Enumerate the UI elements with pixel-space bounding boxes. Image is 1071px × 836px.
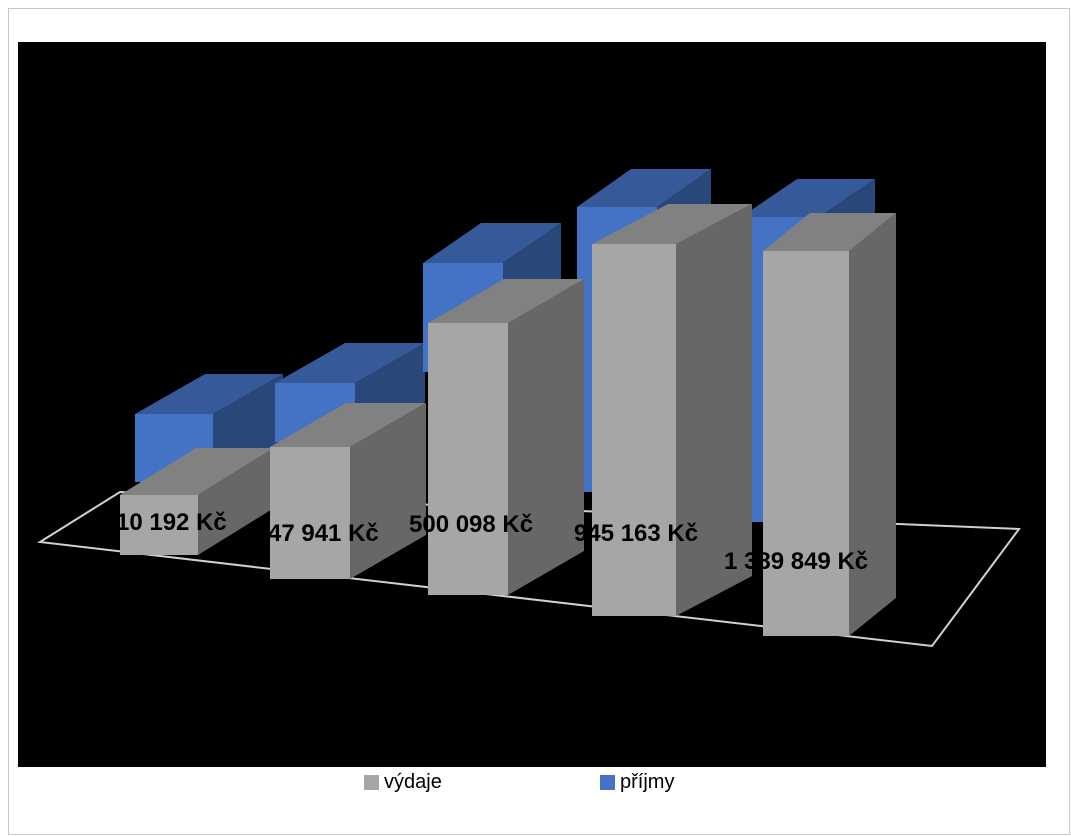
bar-vydaje-1-front [120,495,198,555]
legend: výdaje příjmy [364,767,674,797]
bar-prijmy-5-top [741,179,875,217]
legend-swatch-prijmy [600,774,615,790]
legend-swatch-vydaje [364,774,379,790]
data-label-vydaje-4: 945 163 Kč [574,520,698,547]
bar-vydaje-1-side [198,448,274,555]
bar-vydaje-3-top [428,279,584,323]
bar-vydaje-5-top [763,213,896,251]
series-vydaje [120,204,896,636]
legend-label-vydaje: výdaje [384,770,442,793]
plot-area: 10 192 Kč 47 941 Kč 500 098 Kč 945 163 Kč 1 … [18,42,1046,767]
bar-vydaje-3-front [428,323,508,595]
bar-prijmy-3-top [423,223,561,263]
bar-vydaje-4 [592,204,752,616]
bar-vydaje-2-front [270,447,350,579]
data-label-vydaje-3: 500 098 Kč [409,511,533,538]
data-labels: 10 192 Kč 47 941 Kč 500 098 Kč 945 163 Kč 1 … [116,509,868,575]
legend-label-prijmy: příjmy [620,770,675,793]
chart-frame: 10 192 Kč 47 941 Kč 500 098 Kč 945 163 Kč 1 … [8,8,1070,835]
bar-vydaje-4-front [592,244,676,616]
bar-vydaje-4-side [676,204,752,616]
chart-canvas: 10 192 Kč 47 941 Kč 500 098 Kč 945 163 Kč 1 … [37,169,1021,648]
bar-vydaje-1-top [120,448,274,495]
bar-vydaje-2-top [270,403,426,447]
data-label-vydaje-5: 1 389 849 Kč [724,548,868,575]
bar-vydaje-5-side [849,213,896,636]
bar-vydaje-2-side [350,403,426,579]
legend-item-vydaje: výdaje [364,767,600,797]
bar-prijmy-2-top [275,343,425,383]
bar-vydaje-1 [120,448,274,555]
data-label-vydaje-1: 10 192 Kč [116,509,227,536]
data-label-vydaje-2: 47 941 Kč [268,520,379,547]
bar-vydaje-3 [428,279,584,595]
bar-vydaje-2 [270,403,426,579]
bar-prijmy-4-top [577,169,711,207]
legend-item-prijmy: příjmy [600,767,674,797]
bar-vydaje-4-top [592,204,752,244]
bar-vydaje-3-side [508,279,584,595]
bar-vydaje-5-front [763,251,849,636]
bar-prijmy-1-top [135,374,283,414]
bar-vydaje-5 [763,213,896,636]
